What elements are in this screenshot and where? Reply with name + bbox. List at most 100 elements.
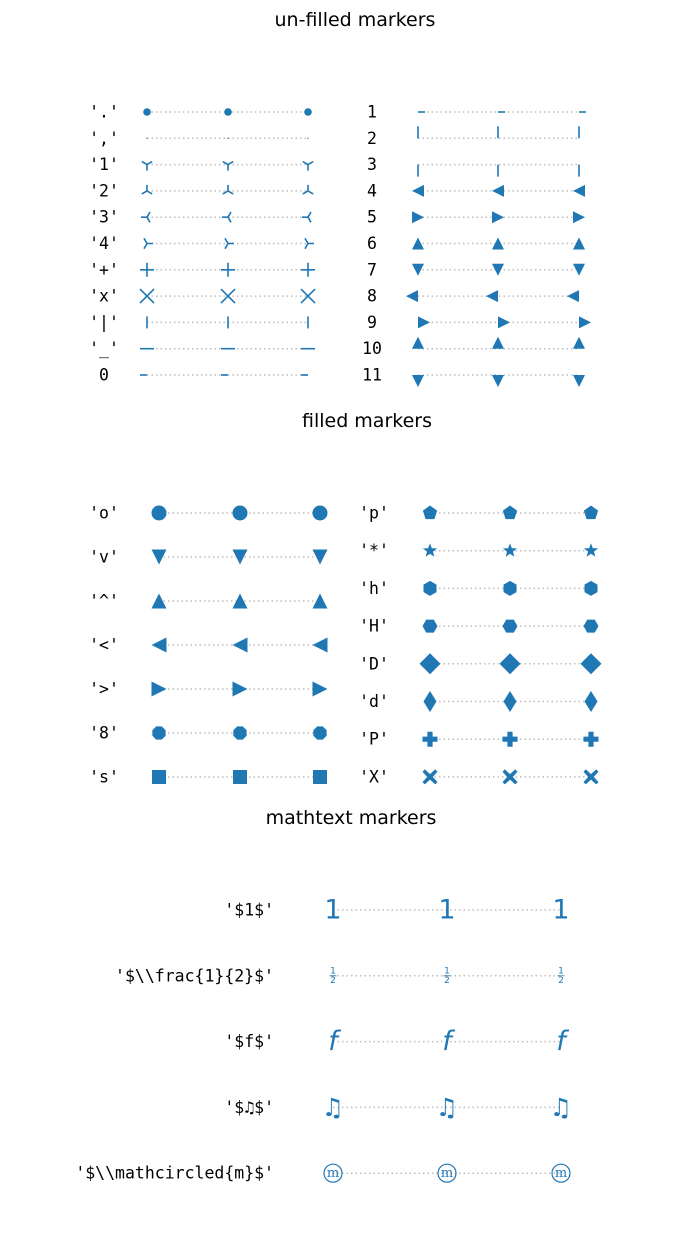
marker-label: 'x': [89, 287, 119, 306]
marker-row: 'h': [359, 579, 598, 598]
marker-label: '$1$': [224, 901, 274, 920]
marker-tri-down: [222, 160, 234, 171]
marker-plus-filled: [422, 731, 438, 747]
marker-tri-up: [302, 184, 314, 195]
math-marker-numerator: 1: [444, 966, 450, 976]
panel-un-filled-markers: un-filled markers '.' ',' '1' '2' '3' '4' '+' 'x…: [89, 9, 591, 387]
marker-label: '8': [89, 724, 119, 743]
marker-tri-right: [224, 237, 234, 250]
marker-row: '8': [89, 724, 327, 743]
marker-star: [583, 543, 599, 557]
marker-label: 9: [367, 313, 377, 332]
marker-plus-filled: [583, 731, 599, 747]
marker-thin-diamond: [423, 691, 437, 712]
marker-row: 1: [367, 103, 586, 122]
panel-title: un-filled markers: [275, 9, 436, 31]
marker-label: 'v': [89, 548, 119, 567]
marker-caretupbase: [573, 336, 585, 349]
marker-label: 'p': [359, 504, 389, 523]
marker-caretup: [492, 237, 504, 250]
marker-row: 11: [362, 366, 585, 387]
marker-math: ♫: [550, 1093, 572, 1122]
marker-circle: [151, 505, 167, 521]
marker-hexagon1: [584, 580, 598, 596]
marker-row: '4': [89, 234, 314, 253]
marker-point: [304, 108, 312, 116]
marker-octagon: [152, 726, 166, 740]
marker-triangle-up: [232, 593, 248, 609]
marker-caretright: [492, 211, 504, 224]
math-marker-denominator: 2: [444, 976, 450, 986]
marker-plus-filled: [502, 731, 518, 747]
marker-row: 9: [367, 313, 591, 332]
marker-label: 0: [99, 366, 109, 385]
marker-label: '$\\mathcircled{m}$': [75, 1164, 274, 1183]
marker-triangle-right: [151, 681, 167, 697]
marker-triangle-up: [312, 593, 328, 609]
marker-row: 6: [367, 234, 585, 253]
marker-point: [143, 108, 151, 116]
marker-label: 's': [89, 768, 119, 787]
marker-row: '+': [89, 260, 315, 279]
marker-x: [139, 288, 155, 304]
marker-math-circled: m: [551, 1163, 571, 1183]
math-marker-glyph: m: [327, 1166, 339, 1181]
marker-triangle-down: [151, 549, 167, 565]
marker-tri-right: [143, 237, 153, 250]
marker-label: '4': [89, 234, 119, 253]
marker-caretright: [573, 211, 585, 224]
marker-math-circled: m: [437, 1163, 457, 1183]
marker-caretupbase: [412, 336, 424, 349]
marker-pentagon: [502, 505, 518, 520]
marker-caretup: [412, 237, 424, 250]
marker-tri-left: [302, 211, 312, 223]
marker-math-circled: m: [323, 1163, 343, 1183]
marker-row: '|': [89, 313, 309, 332]
marker-label: 7: [367, 260, 377, 279]
math-marker-glyph: ♫: [436, 1093, 458, 1122]
marker-row: 'd': [359, 691, 598, 712]
marker-label: 4: [367, 181, 377, 200]
marker-row: '$f$' f f f: [224, 1026, 569, 1057]
marker-caretleft: [492, 184, 504, 197]
marker-math: f: [328, 1026, 341, 1057]
marker-caretrightbase: [498, 316, 510, 329]
marker-label: 'h': [359, 579, 389, 598]
marker-row: 7: [367, 260, 585, 279]
marker-row: '*': [359, 541, 599, 560]
math-marker-numerator: 1: [558, 966, 564, 976]
marker-math-frac: 12: [557, 966, 565, 986]
marker-label: 11: [362, 366, 382, 385]
marker-triangle-left: [232, 637, 248, 653]
marker-row: '$1$' 1 1 1: [224, 895, 569, 926]
math-marker-glyph: f: [556, 1026, 569, 1057]
marker-diamond: [580, 653, 602, 675]
marker-plus: [301, 262, 315, 277]
marker-label: '3': [89, 208, 119, 227]
marker-row: 3: [367, 155, 580, 177]
marker-caretleftbase: [567, 290, 579, 303]
marker-row: 4: [367, 181, 585, 200]
marker-hexagon1: [503, 580, 517, 596]
marker-label: 'X': [359, 767, 389, 786]
math-marker-glyph: 1: [324, 895, 341, 926]
math-marker-glyph: 1: [438, 895, 455, 926]
marker-row: 2: [367, 126, 580, 148]
marker-row: 'D': [359, 653, 602, 675]
marker-caretdown: [573, 263, 585, 276]
marker-label: ',': [89, 129, 119, 148]
marker-label: '$\\frac{1}{2}$': [115, 966, 274, 985]
marker-triangle-left: [151, 637, 167, 653]
marker-math: 1: [438, 895, 455, 926]
math-marker-glyph: ♫: [550, 1093, 572, 1122]
marker-hexagon2: [422, 619, 438, 633]
math-marker-glyph: f: [442, 1026, 455, 1057]
marker-circle: [232, 505, 248, 521]
marker-tri-left: [141, 211, 151, 223]
marker-label: '$♫$': [224, 1098, 274, 1117]
marker-label: 'P': [359, 730, 389, 749]
marker-point: [224, 108, 232, 116]
marker-row: 8: [367, 287, 579, 306]
marker-label: 1: [367, 103, 377, 122]
